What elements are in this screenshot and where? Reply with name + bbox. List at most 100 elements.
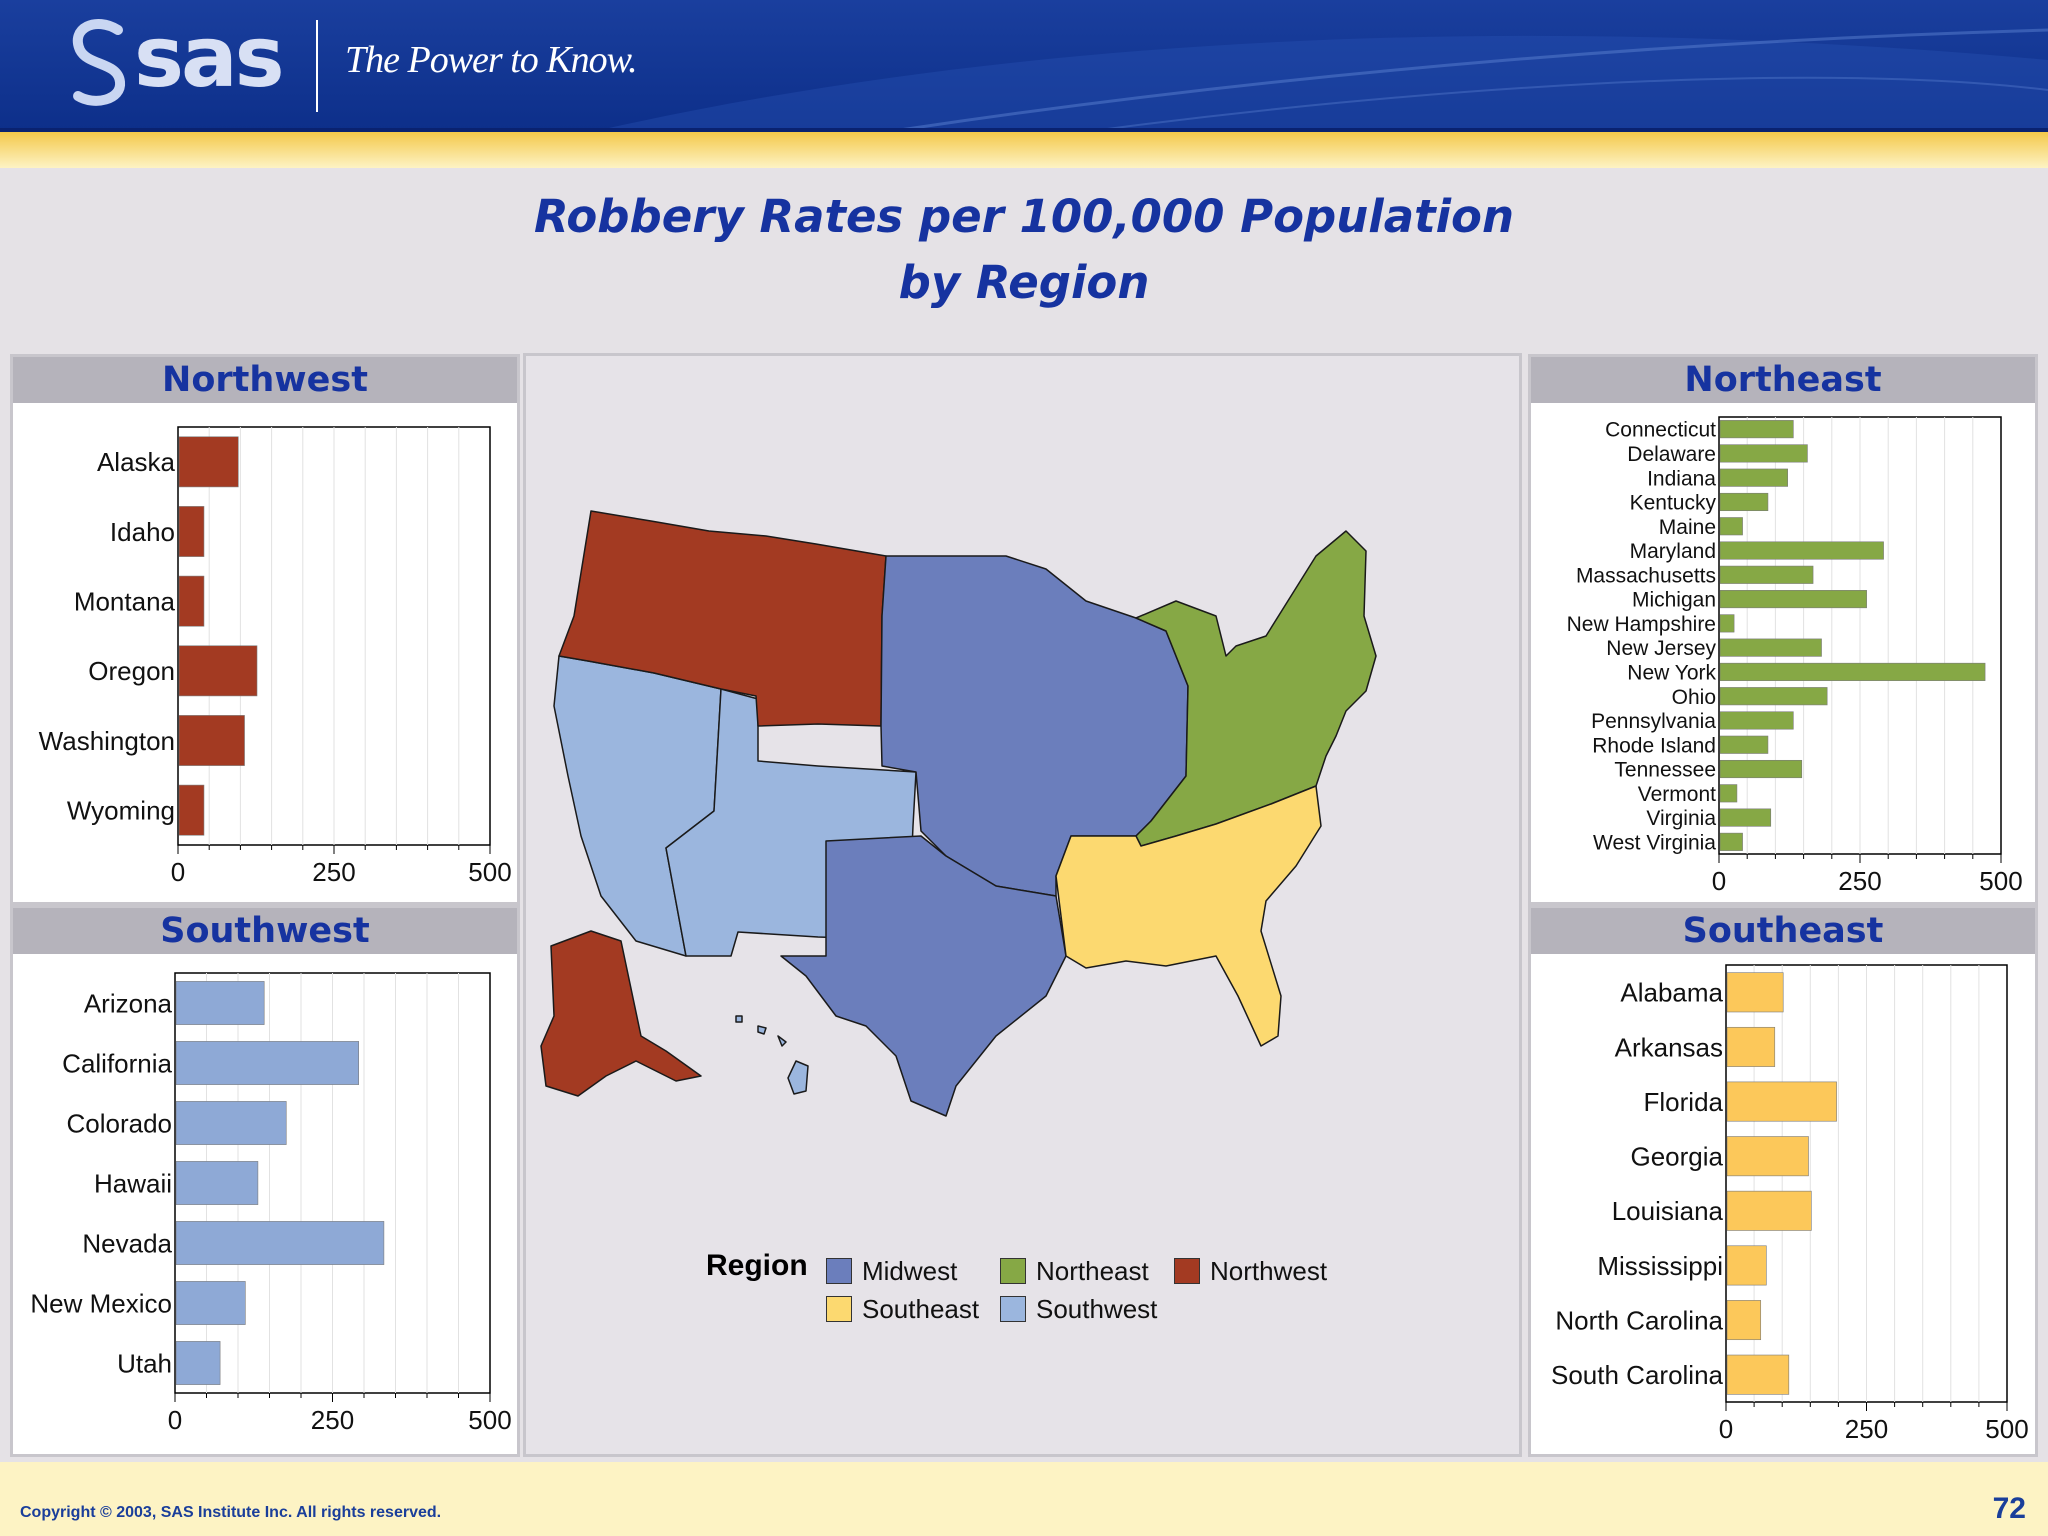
tagline: The Power to Know.	[345, 39, 638, 81]
category-label: New Hampshire	[1567, 613, 1716, 636]
category-label: Idaho	[110, 517, 175, 547]
bar-ohio	[1719, 687, 1828, 706]
bar-maryland	[1719, 541, 1884, 560]
legend-item-southwest: Southwest	[1000, 1294, 1157, 1324]
southwest-panel: Southwest Arizona California Colorado Hawai…	[10, 905, 520, 1457]
x-tick-label: 250	[1845, 1414, 1888, 1444]
category-label: Arkansas	[1615, 1032, 1723, 1062]
category-label: Vermont	[1638, 783, 1716, 806]
bar-montana	[178, 575, 205, 627]
southwest-title: Southwest	[13, 908, 517, 954]
bar-california	[175, 1041, 359, 1085]
category-label: Washington	[39, 726, 175, 756]
category-label: Rhode Island	[1592, 734, 1716, 757]
bar-indiana	[1719, 468, 1788, 487]
category-label: Michigan	[1632, 589, 1716, 612]
bar-massachusetts	[1719, 565, 1814, 584]
category-label: Montana	[74, 587, 176, 617]
category-label: South Carolina	[1551, 1360, 1724, 1390]
category-label: Alaska	[97, 447, 176, 477]
bar-hawaii	[175, 1161, 259, 1205]
bar-tennessee	[1719, 759, 1803, 779]
us-region-map-panel: Region Midwest Northeast Northwest Southeas…	[523, 353, 1522, 1457]
x-tick-label: 0	[1712, 866, 1726, 896]
category-label: Ohio	[1672, 686, 1716, 709]
category-label: Louisiana	[1612, 1196, 1724, 1226]
bar-arkansas	[1726, 1026, 1776, 1067]
northeast-panel: Northeast Connecticut Delaware Indiana Kent…	[1528, 354, 2038, 905]
footer: Copyright © 2003, SAS Institute Inc. All…	[0, 1462, 2048, 1536]
bar-mississippi	[1726, 1245, 1767, 1286]
bar-south-carolina	[1726, 1354, 1790, 1395]
bar-maine	[1719, 517, 1743, 536]
category-label: North Carolina	[1555, 1305, 1723, 1335]
bar-oregon	[178, 645, 258, 697]
legend-item-northeast: Northeast	[1000, 1256, 1149, 1286]
copyright-text: Copyright © 2003, SAS Institute Inc. All…	[20, 1504, 442, 1521]
title-line-2: by Region	[898, 256, 1150, 309]
category-label: Hawaii	[94, 1168, 172, 1198]
bar-arizona	[175, 981, 265, 1025]
bar-new-hampshire	[1719, 614, 1735, 633]
category-label: Pennsylvania	[1591, 710, 1716, 733]
bar-florida	[1726, 1081, 1837, 1122]
category-label: California	[62, 1048, 172, 1078]
region-midwest-texas	[780, 835, 1067, 1117]
bar-pennsylvania	[1719, 711, 1794, 730]
x-tick-label: 500	[1985, 1414, 2028, 1444]
northwest-panel: Northwest Alaska Idaho Montana Oregon Washin…	[10, 354, 520, 905]
category-label: Nevada	[82, 1228, 172, 1258]
legend-label: Midwest	[862, 1255, 958, 1286]
x-tick-label: 500	[1979, 866, 2022, 896]
sas-logo-text: sas	[134, 8, 285, 106]
bar-vermont	[1719, 784, 1738, 803]
legend-swatch	[826, 1296, 852, 1322]
x-tick-label: 0	[171, 857, 185, 887]
category-label: New Mexico	[30, 1288, 172, 1318]
x-tick-label: 0	[168, 1405, 182, 1435]
region-northwest-alaska	[540, 930, 702, 1097]
category-label: Indiana	[1647, 467, 1716, 490]
legend-item-northwest: Northwest	[1174, 1256, 1327, 1286]
southeast-panel: Southeast Alabama Arkansas Florida Georgia L…	[1528, 905, 2038, 1457]
legend-swatch	[826, 1258, 852, 1284]
category-label: Delaware	[1627, 443, 1716, 466]
bar-wyoming	[178, 784, 205, 836]
page-number: 72	[1992, 1492, 2026, 1525]
category-label: Wyoming	[67, 796, 175, 826]
bar-alabama	[1726, 972, 1784, 1013]
category-label: Florida	[1644, 1087, 1724, 1117]
category-label: Arizona	[84, 988, 173, 1018]
category-label: Tennessee	[1614, 759, 1716, 782]
category-label: Colorado	[66, 1108, 172, 1138]
region-northeast	[1135, 530, 1377, 847]
category-label: Alabama	[1620, 978, 1723, 1008]
bar-nevada	[175, 1221, 385, 1265]
southeast-title: Southeast	[1531, 908, 2035, 954]
category-label: Connecticut	[1605, 419, 1716, 442]
southeast-bar-chart: Alabama Arkansas Florida Georgia Louisiana Mi…	[1551, 964, 2029, 1444]
bar-alaska	[178, 436, 239, 488]
bar-new-jersey	[1719, 638, 1822, 657]
x-tick-label: 500	[468, 1405, 511, 1435]
legend-label: Northwest	[1210, 1255, 1328, 1286]
region-southeast	[1055, 785, 1322, 1047]
x-tick-label: 500	[468, 857, 511, 887]
legend-item-southeast: Southeast	[826, 1294, 979, 1324]
category-label: Maryland	[1630, 540, 1716, 563]
region-southwest-hawaii	[735, 1015, 809, 1095]
category-label: Massachusetts	[1576, 564, 1716, 587]
bar-idaho	[178, 506, 205, 557]
x-tick-label: 0	[1719, 1414, 1733, 1444]
category-label: Utah	[117, 1348, 172, 1378]
category-label: West Virginia	[1593, 831, 1716, 854]
bar-washington	[178, 715, 245, 766]
bar-rhode-island	[1719, 735, 1769, 754]
bar-colorado	[175, 1101, 287, 1145]
sas-logo-icon	[66, 18, 132, 108]
category-label: Oregon	[88, 656, 175, 686]
bar-connecticut	[1719, 420, 1794, 439]
northwest-bar-chart: Alaska Idaho Montana Oregon Washington Wyomin…	[39, 426, 512, 887]
northwest-title: Northwest	[13, 357, 517, 403]
us-map	[540, 510, 1377, 1117]
